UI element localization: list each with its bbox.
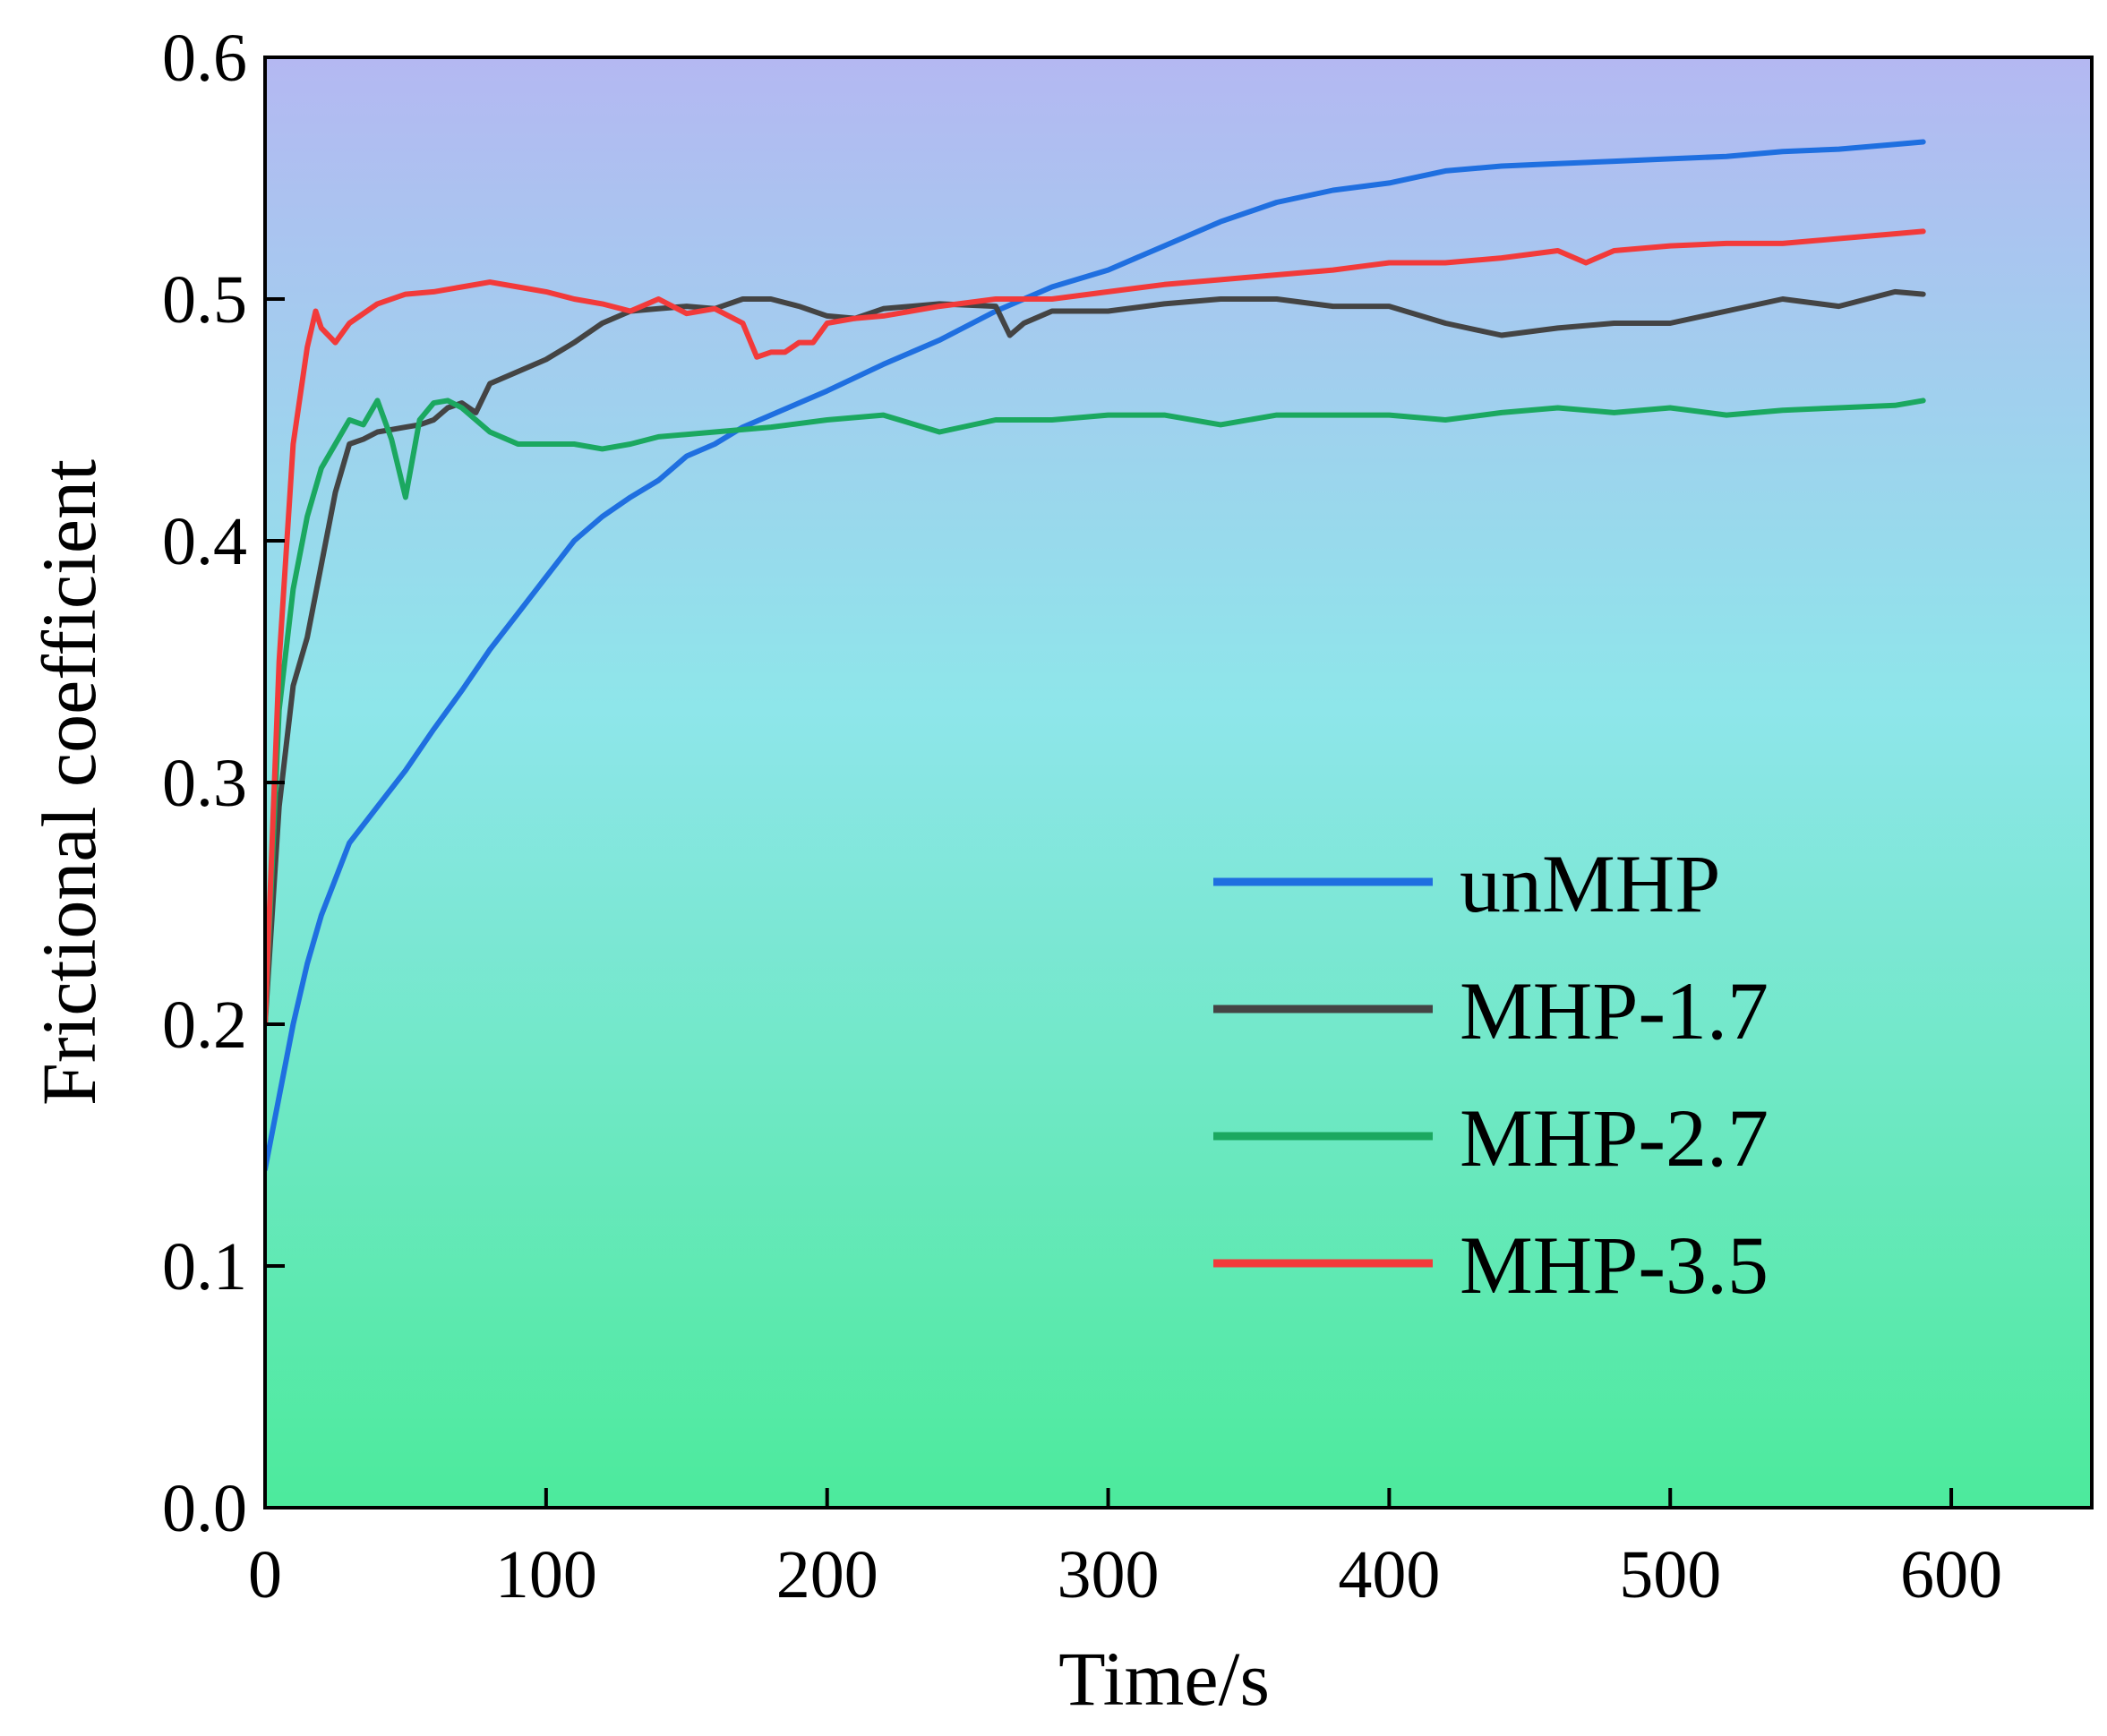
y-tick-label: 0.1 (162, 1229, 247, 1304)
y-tick-label: 0.5 (162, 262, 247, 338)
y-tick-label: 0.3 (162, 746, 247, 821)
legend-label-mhp-1-7: MHP-1.7 (1460, 965, 1769, 1056)
y-tick-label: 0.4 (162, 504, 247, 579)
x-tick-label: 0 (248, 1537, 282, 1612)
x-tick-label: 600 (1900, 1537, 2002, 1612)
legend-label-mhp-2-7: MHP-2.7 (1460, 1092, 1769, 1184)
x-tick-label: 500 (1619, 1537, 1721, 1612)
series-line-mhp-3-5 (265, 228, 1926, 1027)
x-tick-label: 100 (495, 1537, 597, 1612)
legend-label-unmhp: unMHP (1460, 838, 1720, 929)
x-axis-ticks: 0 100 200 300 400 500 600 (248, 1488, 2002, 1612)
y-axis-title: Frictional coefficient (26, 459, 112, 1106)
y-tick-label: 0.2 (162, 988, 247, 1063)
x-axis-title: Time/s (1058, 1636, 1270, 1722)
series-line-mhp-1-7 (265, 288, 1926, 1027)
series-line-unmhp (265, 139, 1926, 1172)
y-tick-label: 0.0 (162, 1471, 247, 1546)
x-tick-label: 400 (1338, 1537, 1440, 1612)
plot-background (265, 57, 2092, 1508)
y-axis-ticks: 0.0 0.1 0.2 0.3 0.4 0.5 0.6 (162, 21, 285, 1546)
x-tick-label: 300 (1058, 1537, 1160, 1612)
series-layer (265, 139, 1926, 1172)
series-line-mhp-2-7 (265, 398, 1926, 1027)
legend-label-mhp-3-5: MHP-3.5 (1460, 1219, 1769, 1311)
legend: unMHP MHP-1.7 MHP-2.7 MHP-3.5 (1213, 838, 1769, 1311)
y-tick-label: 0.6 (162, 21, 247, 96)
x-tick-label: 200 (776, 1537, 878, 1612)
